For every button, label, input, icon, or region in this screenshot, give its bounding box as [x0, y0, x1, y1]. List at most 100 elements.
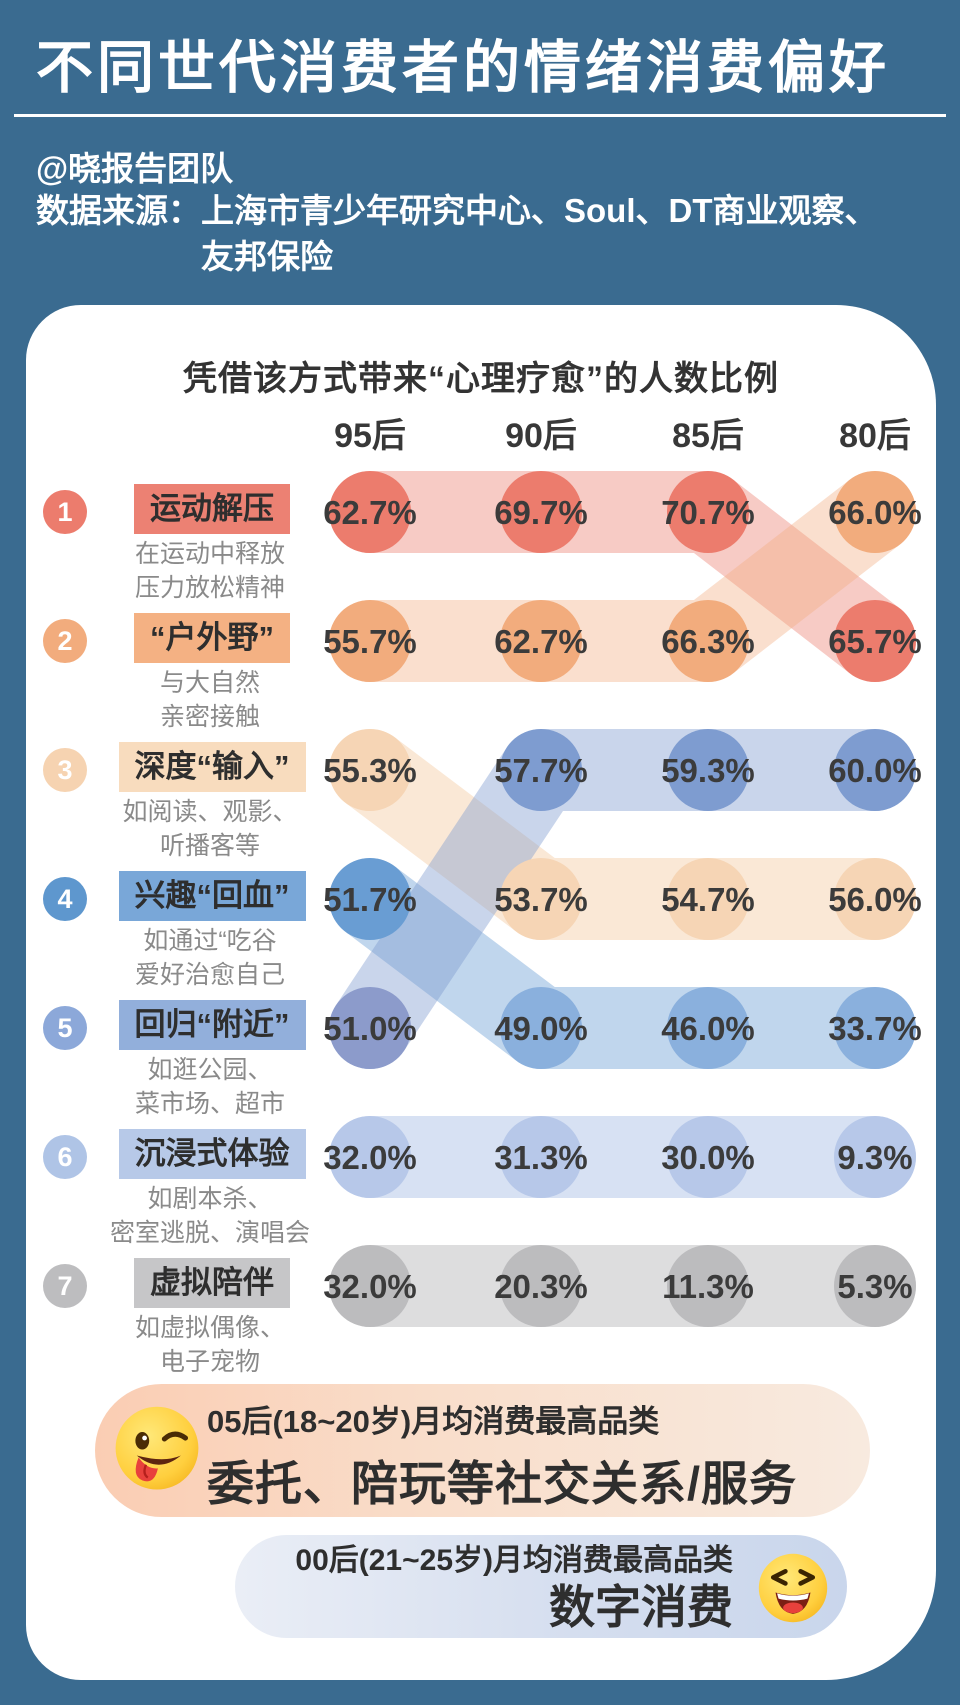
chart-value-6-90后: 31.3%	[494, 1139, 588, 1176]
chart-value-7-85后: 11.3%	[662, 1268, 754, 1305]
category-desc-3: 如阅读、观影、 听播客等	[122, 798, 298, 860]
chart-dot-1-95后	[329, 471, 411, 553]
chart-dot-1-90后	[500, 471, 582, 553]
chart-band-4	[329, 858, 916, 1069]
chart-value-1-90后: 69.7%	[494, 494, 588, 531]
chart-value-7-95后: 32.0%	[323, 1268, 417, 1305]
chart-dot-6-85后	[667, 1116, 749, 1198]
footnote-05hou: 05后(18~20岁)月均消费最高品类 委托、陪玩等社交关系/服务	[95, 1384, 870, 1517]
credit-line: @晓报告团队	[36, 150, 234, 187]
column-header-95后: 95后	[334, 417, 406, 455]
footnote-05hou-caption: 05后(18~20岁)月均消费最高品类	[207, 1404, 660, 1439]
category-label-3: 深度“输入”	[118, 742, 306, 792]
chart-value-6-80后: 9.3%	[837, 1139, 912, 1176]
chart-value-3-80后: 56.0%	[828, 881, 922, 918]
chart-value-5-90后: 57.7%	[494, 752, 588, 789]
chart-value-4-90后: 49.0%	[494, 1010, 588, 1047]
bump-chart: 95后 90后 85后 80后 62.7% 69.7% 70.7% 65.7% 55.7% 62.…	[323, 417, 922, 1327]
category-label-wrap-2: “户外野”	[114, 613, 310, 663]
chart-dot-6-80后	[834, 1116, 916, 1198]
category-label-4: 兴趣“回血”	[118, 871, 306, 921]
category-desc-1: 在运动中释放 压力放松精神	[134, 540, 285, 602]
chart-dot-6-95后	[329, 1116, 411, 1198]
rank-badge-2: 2	[43, 619, 87, 663]
chart-band-2	[329, 471, 916, 682]
column-header-85后: 85后	[672, 417, 744, 455]
rank-badge-7: 7	[43, 1264, 87, 1308]
chart-dot-4-80后	[834, 987, 916, 1069]
chart-dot-5-90后	[500, 729, 582, 811]
footnote-05hou-category: 委托、陪玩等社交关系/服务	[207, 1457, 798, 1510]
category-label-wrap-7: 虚拟陪伴	[114, 1258, 310, 1308]
chart-dot-4-85后	[667, 987, 749, 1069]
chart-dot-2-90后	[500, 600, 582, 682]
data-source-line2: 友邦保险	[201, 237, 333, 275]
category-desc-4: 如通过“吃谷 爱好治愈自己	[134, 927, 285, 989]
footnote-00hou-text: 00后(21~25岁)月均消费最高品类 数字消费	[295, 1541, 733, 1633]
chart-value-5-80后: 60.0%	[828, 752, 922, 789]
chart-value-2-90后: 62.7%	[494, 623, 588, 660]
chart-dot-2-80后	[834, 471, 916, 553]
chart-dot-4-90后	[500, 987, 582, 1069]
chart-dot-1-80后	[834, 600, 916, 682]
data-source-content: 上海市青少年研究中心、Soul、DT商业观察、 友邦保险	[201, 188, 877, 279]
chart-dot-3-80后	[834, 858, 916, 940]
wink-tongue-emoji	[115, 1406, 199, 1490]
data-source-line: 数据来源： 上海市青少年研究中心、Soul、DT商业观察、 友邦保险	[36, 188, 877, 279]
chart-dot-3-95后	[329, 729, 411, 811]
category-label-7: 虚拟陪伴	[134, 1258, 290, 1308]
column-header-80后: 80后	[839, 417, 911, 455]
chart-dot-5-95后	[329, 987, 411, 1069]
category-desc-2: 与大自然 亲密接触	[159, 669, 260, 731]
chart-value-7-80后: 5.3%	[837, 1268, 912, 1305]
category-label-2: “户外野”	[134, 613, 290, 663]
category-label-6: 沉浸式体验	[118, 1129, 306, 1179]
column-header-90后: 90后	[505, 417, 577, 455]
category-desc-7: 如虚拟偶像、 电子宠物	[134, 1314, 285, 1376]
chart-card: 凭借该方式带来“心理疗愈”的人数比例 95后 90后 85后 80后 62.7% 69.7…	[26, 305, 936, 1680]
chart-dot-6-90后	[500, 1116, 582, 1198]
chart-value-6-85后: 30.0%	[661, 1139, 755, 1176]
footnote-00hou-category: 数字消费	[549, 1581, 733, 1633]
rank-badge-3: 3	[43, 748, 87, 792]
rank-badge-5: 5	[43, 1006, 87, 1050]
rank-badge-1: 1	[43, 490, 87, 534]
chart-dot-1-85后	[667, 471, 749, 553]
footnote-00hou: 00后(21~25岁)月均消费最高品类 数字消费	[235, 1535, 847, 1638]
chart-value-4-80后: 33.7%	[828, 1010, 922, 1047]
chart-band-5	[329, 729, 916, 1069]
footnote-05hou-text: 05后(18~20岁)月均消费最高品类 委托、陪玩等社交关系/服务	[207, 1396, 797, 1514]
data-source-label: 数据来源：	[36, 192, 201, 229]
category-label-5: 回归“附近”	[118, 1000, 306, 1050]
data-source-line1: 上海市青少年研究中心、Soul、DT商业观察、	[201, 192, 878, 229]
chart-value-4-85后: 46.0%	[661, 1010, 755, 1047]
chart-value-2-80后: 66.0%	[828, 494, 922, 531]
category-label-wrap-1: 运动解压	[114, 484, 310, 534]
chart-value-1-95后: 62.7%	[323, 494, 417, 531]
chart-value-5-85后: 59.3%	[661, 752, 755, 789]
category-label-wrap-6: 沉浸式体验	[114, 1129, 310, 1179]
chart-dot-7-85后	[667, 1245, 749, 1327]
chart-dot-7-90后	[500, 1245, 582, 1327]
chart-value-6-95后: 32.0%	[323, 1139, 417, 1176]
title-divider	[14, 114, 946, 117]
chart-band-1	[329, 471, 916, 682]
page-title: 不同世代消费者的情绪消费偏好	[36, 36, 890, 100]
chart-dot-5-85后	[667, 729, 749, 811]
category-label-wrap-4: 兴趣“回血”	[114, 871, 310, 921]
laughing-emoji	[758, 1553, 828, 1623]
chart-band-3	[329, 729, 916, 940]
chart-value-4-95后: 51.7%	[323, 881, 417, 918]
chart-title: 凭借该方式带来“心理疗愈”的人数比例	[183, 360, 779, 398]
chart-value-3-90后: 53.7%	[494, 881, 588, 918]
category-desc-6: 如剧本杀、 密室逃脱、演唱会	[109, 1185, 310, 1247]
chart-value-3-85后: 54.7%	[661, 881, 755, 918]
chart-value-5-95后: 51.0%	[323, 1010, 417, 1047]
category-label-wrap-3: 深度“输入”	[114, 742, 310, 792]
chart-dot-2-85后	[667, 600, 749, 682]
chart-dot-3-90后	[500, 858, 582, 940]
chart-value-2-85后: 66.3%	[661, 623, 755, 660]
chart-dot-7-95后	[329, 1245, 411, 1327]
chart-value-7-90后: 20.3%	[494, 1268, 588, 1305]
